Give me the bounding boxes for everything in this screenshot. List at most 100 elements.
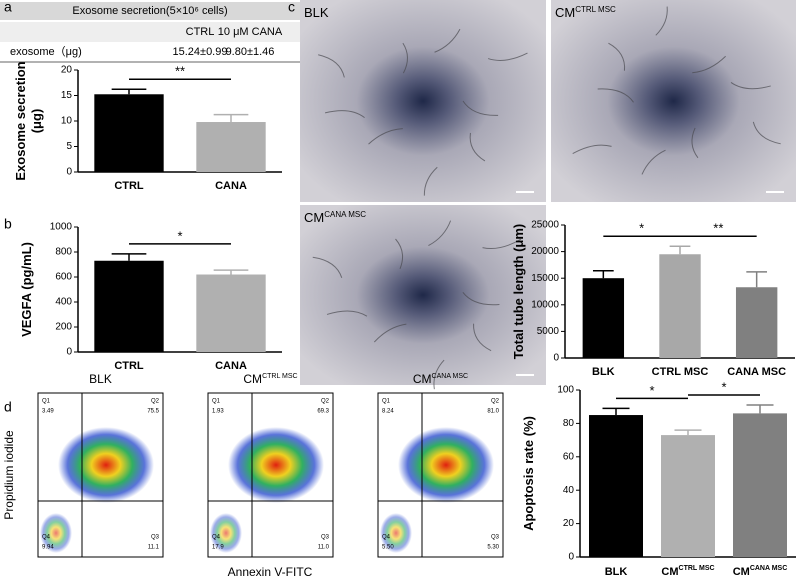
x-tick-label-main: CTRL bbox=[114, 180, 144, 192]
tube-strand bbox=[730, 82, 771, 90]
quadrant-value: 8.24 bbox=[382, 409, 394, 415]
y-axis-label: Total tube length (μm) bbox=[511, 224, 526, 360]
x-tick-label-sup: CANA MSC bbox=[750, 565, 787, 572]
tube-strand bbox=[691, 127, 699, 159]
bar bbox=[196, 122, 266, 172]
y-tick-label: 0 bbox=[568, 552, 574, 563]
table-title-bg bbox=[0, 2, 300, 20]
table-cell: 15.24±0.99 bbox=[173, 46, 228, 58]
panel-label: a bbox=[4, 0, 12, 15]
bar bbox=[94, 94, 164, 172]
bar bbox=[94, 260, 164, 352]
y-tick-label: 100 bbox=[557, 385, 574, 396]
bar bbox=[659, 254, 701, 358]
x-tick-label: CTRL bbox=[114, 180, 144, 192]
error-bar bbox=[669, 245, 691, 255]
image-label: BLK bbox=[304, 5, 329, 20]
y-tick-label: 600 bbox=[55, 272, 72, 283]
flow-title-main: BLK bbox=[89, 372, 112, 386]
tube-strand bbox=[752, 121, 781, 145]
flow-cloud bbox=[380, 513, 412, 553]
flow-cloud bbox=[210, 513, 242, 553]
image-label: CMCANA MSC bbox=[304, 210, 366, 225]
image-label-sup: CTRL MSC bbox=[575, 5, 616, 14]
tube-strand bbox=[692, 55, 726, 74]
y-tick-label: 15000 bbox=[531, 273, 559, 284]
quadrant-name: Q2 bbox=[491, 399, 500, 405]
error-bar bbox=[592, 270, 614, 279]
flow-cloud bbox=[58, 427, 154, 503]
quadrant-value: 75.5 bbox=[147, 409, 159, 415]
tube-strand bbox=[373, 323, 407, 343]
y-axis-label-line: Apoptosis rate (%) bbox=[521, 416, 536, 531]
quadrant-name: Q2 bbox=[151, 399, 160, 405]
tube-strand bbox=[402, 42, 408, 74]
y-tick-label: 400 bbox=[55, 297, 72, 308]
micrograph bbox=[300, 205, 546, 385]
image-label-sup: CANA MSC bbox=[324, 210, 366, 219]
x-tick-label: BLK bbox=[605, 566, 628, 578]
y-axis-label: Apoptosis rate (%) bbox=[521, 416, 536, 531]
image-label-main: CM bbox=[555, 5, 575, 20]
y-tick-label: 20 bbox=[563, 518, 575, 529]
y-tick-label: 200 bbox=[55, 322, 72, 333]
flow-title-sup: CANA MSC bbox=[432, 373, 469, 380]
y-tick-label: 10 bbox=[61, 116, 73, 127]
quadrant-name: Q4 bbox=[382, 535, 391, 541]
flow-title: CMCTRL MSC bbox=[243, 372, 297, 386]
quadrant-value: 1.93 bbox=[212, 409, 224, 415]
table-cell: 9.80±1.46 bbox=[226, 46, 275, 58]
significance-label: * bbox=[639, 221, 644, 236]
image-label-main: BLK bbox=[304, 5, 329, 20]
error-bar bbox=[213, 113, 249, 123]
significance-label: ** bbox=[713, 221, 723, 236]
error-bar bbox=[746, 271, 768, 288]
y-axis-label-line: Total tube length (μm) bbox=[511, 224, 526, 360]
x-tick-label-main: CM bbox=[733, 566, 750, 578]
significance-label: * bbox=[649, 383, 654, 398]
quadrant-value: 11.1 bbox=[148, 545, 160, 551]
tube-strand bbox=[608, 42, 626, 71]
bar bbox=[589, 415, 643, 557]
y-tick-label: 20 bbox=[61, 65, 73, 76]
tube-strand bbox=[324, 110, 365, 119]
tube-strand bbox=[326, 310, 368, 317]
tube-strand bbox=[434, 28, 461, 53]
x-tick-label-main: BLK bbox=[592, 366, 615, 378]
micrograph bbox=[300, 0, 546, 202]
y-tick-label: 800 bbox=[55, 247, 72, 258]
x-tick-label-sup: CTRL MSC bbox=[679, 565, 715, 572]
y-axis-label: Exosome secretion(μg) bbox=[13, 61, 44, 180]
quadrant-name: Q3 bbox=[321, 535, 330, 541]
flow-ylabel: Propidium iodide bbox=[2, 430, 16, 520]
y-axis-label-line: VEGFA (pg/mL) bbox=[19, 242, 34, 337]
x-tick-label-main: CM bbox=[661, 566, 678, 578]
bar bbox=[661, 435, 715, 557]
panel-label: b bbox=[4, 216, 12, 232]
y-axis-label-line: (μg) bbox=[29, 109, 44, 134]
x-tick-label: CANA bbox=[215, 360, 247, 372]
error-bar bbox=[213, 269, 249, 275]
tube-strand bbox=[487, 52, 528, 61]
x-tick-label-main: CANA bbox=[215, 180, 247, 192]
quadrant-value: 9.94 bbox=[42, 545, 54, 551]
x-tick-label-main: CANA MSC bbox=[727, 366, 786, 378]
y-tick-label: 10000 bbox=[531, 299, 559, 310]
flow-cloud bbox=[40, 513, 72, 553]
quadrant-value: 17.9 bbox=[212, 545, 224, 551]
x-tick-label-main: CANA bbox=[215, 360, 247, 372]
x-tick-label: CANA bbox=[215, 180, 247, 192]
tube-strand bbox=[572, 144, 612, 155]
flow-title-sup: CTRL MSC bbox=[262, 373, 298, 380]
image-label: CMCTRL MSC bbox=[555, 5, 616, 20]
quadrant-name: Q3 bbox=[151, 535, 160, 541]
y-tick-label: 5 bbox=[66, 141, 72, 152]
flow-cloud bbox=[398, 427, 494, 503]
quadrant-value: 81.0 bbox=[487, 409, 499, 415]
tube-strand bbox=[395, 238, 404, 270]
y-tick-label: 15 bbox=[61, 90, 73, 101]
tube-strand bbox=[462, 100, 499, 116]
bar bbox=[196, 274, 266, 352]
y-axis-label-line: Exosome secretion bbox=[13, 61, 28, 180]
x-tick-label: BLK bbox=[592, 366, 615, 378]
